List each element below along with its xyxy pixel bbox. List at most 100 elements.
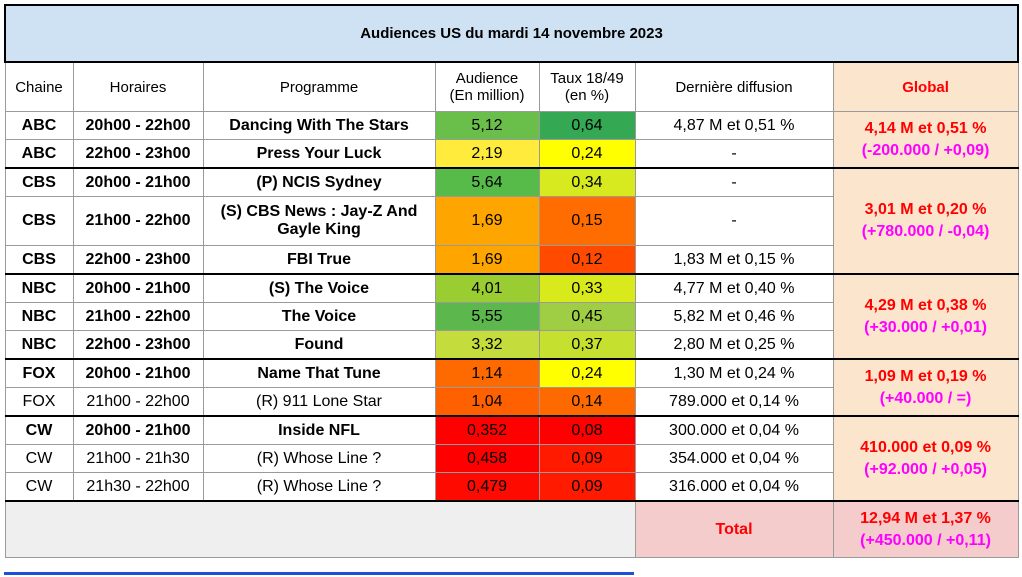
header-audience-line1: Audience <box>455 70 519 87</box>
global-line1: 3,01 M et 0,20 % <box>864 201 987 218</box>
header-taux: Taux 18/49 (en %) <box>538 61 636 112</box>
audience-cell: 4,01 <box>434 273 540 303</box>
total-label: Total <box>634 500 834 558</box>
derniere-cell: 354.000 et 0,04 % <box>634 444 834 473</box>
derniere-cell: 1,83 M et 0,15 % <box>634 245 834 275</box>
derniere-cell: 789.000 et 0,14 % <box>634 387 834 417</box>
global-line1: 4,29 M et 0,38 % <box>864 296 987 314</box>
table-row: FOX 20h00 - 21h00 Name That Tune 1,14 0,24 1,… <box>4 358 1019 417</box>
horaires-cell: 20h00 - 21h00 <box>72 415 204 445</box>
header-taux-line1: Taux 18/49 <box>550 70 624 87</box>
page-title: Audiences US du mardi 14 novembre 2023 <box>3 4 1020 63</box>
header-audience-line2: (En million) <box>449 87 525 104</box>
chaine-cell: NBC <box>4 273 74 303</box>
derniere-cell: 1,30 M et 0,24 % <box>634 358 834 388</box>
chaine-cell: CW <box>4 415 74 445</box>
header-chaine: Chaine <box>4 61 74 112</box>
audience-cell: 0,458 <box>434 444 540 473</box>
chaine-cell: CBS <box>4 167 74 197</box>
programme-cell: Name That Tune <box>202 358 436 388</box>
taux-cell: 0,64 <box>538 111 636 140</box>
table-row: CW 21h00 - 21h30 (R) Whose Line ? 0,458 0,09… <box>4 444 1018 473</box>
chaine-cell: FOX <box>4 387 74 417</box>
programme-cell: The Voice <box>202 302 436 331</box>
audience-table: Audiences US du mardi 14 novembre 2023 C… <box>3 4 1020 558</box>
global-cell: 4,29 M et 0,38 % (+30.000 / +0,01) <box>832 273 1019 360</box>
chaine-cell: CW <box>4 472 74 502</box>
programme-cell: Press Your Luck <box>202 139 436 169</box>
total-line1: 12,94 M et 1,37 % <box>860 509 991 527</box>
audience-cell: 3,32 <box>434 330 540 360</box>
horaires-cell: 20h00 - 21h00 <box>72 358 204 388</box>
global-cell: 410.000 et 0,09 % (+92.000 / +0,05) <box>832 415 1019 502</box>
global-line1: 4,14 M et 0,51 % <box>864 119 987 137</box>
taux-cell: 0,34 <box>538 167 636 197</box>
programme-cell: (S) CBS News : Jay-Z And Gayle King <box>202 196 436 246</box>
header-taux-line2: (en %) <box>564 87 610 104</box>
taux-cell: 0,15 <box>538 196 636 246</box>
taux-cell: 0,33 <box>538 273 636 303</box>
derniere-cell: 300.000 et 0,04 % <box>634 415 834 445</box>
taux-cell: 0,37 <box>538 330 636 360</box>
programme-cell: FBI True <box>202 245 436 275</box>
table-row: CBS 22h00 - 23h00 FBI True 1,69 0,12 1,83 M e… <box>4 245 1018 275</box>
derniere-cell: - <box>634 196 834 246</box>
horaires-cell: 20h00 - 21h00 <box>72 167 204 197</box>
table-row: ABC 22h00 - 23h00 Press Your Luck 2,19 0,24- <box>4 139 1018 169</box>
taux-cell: 0,14 <box>538 387 636 417</box>
header-row: Chaine Horaires Programme Audience (En mi… <box>4 61 1019 112</box>
global-line1: 1,09 M et 0,19 % <box>864 367 987 385</box>
bottom-blue-line <box>4 572 634 575</box>
global-line1: 410.000 et 0,09 % <box>860 438 991 456</box>
total-value: 12,94 M et 1,37 % (+450.000 / +0,11) <box>832 500 1019 558</box>
footer-empty <box>4 500 636 558</box>
chaine-cell: CW <box>4 444 74 473</box>
header-global: Global <box>832 61 1019 112</box>
audience-cell: 1,69 <box>434 245 540 275</box>
footer-row: Total 12,94 M et 1,37 % (+450.000 / +0,11… <box>4 500 1019 558</box>
global-cell: 1,09 M et 0,19 % (+40.000 / =) <box>832 358 1019 417</box>
header-audience: Audience (En million) <box>434 61 540 112</box>
chaine-cell: NBC <box>4 330 74 360</box>
audience-cell: 5,64 <box>434 167 540 197</box>
global-cell: 3,01 M et 0,20 % (+780.000 / -0,04) <box>832 167 1019 275</box>
table-row: CW 20h00 - 21h00 Inside NFL 0,352 0,08 300.00… <box>4 415 1019 502</box>
audience-cell: 1,69 <box>434 196 540 246</box>
taux-cell: 0,24 <box>538 139 636 169</box>
derniere-cell: 2,80 M et 0,25 % <box>634 330 834 360</box>
programme-cell: Found <box>202 330 436 360</box>
global-line2: (+30.000 / +0,01) <box>864 318 987 336</box>
table-row: ABC 20h00 - 22h00 Dancing With The Stars 5,… <box>4 111 1019 169</box>
audience-cell: 0,352 <box>434 415 540 445</box>
derniere-cell: 5,82 M et 0,46 % <box>634 302 834 331</box>
programme-cell: (R) 911 Lone Star <box>202 387 436 417</box>
horaires-cell: 21h00 - 22h00 <box>72 302 204 331</box>
chaine-cell: ABC <box>4 139 74 169</box>
programme-cell: Dancing With The Stars <box>202 111 436 140</box>
header-programme: Programme <box>202 61 436 112</box>
taux-cell: 0,08 <box>538 415 636 445</box>
derniere-cell: - <box>634 167 834 197</box>
horaires-cell: 21h00 - 22h00 <box>72 387 204 417</box>
horaires-cell: 20h00 - 21h00 <box>72 273 204 303</box>
programme-cell: (R) Whose Line ? <box>202 444 436 473</box>
global-line2: (-200.000 / +0,09) <box>861 141 990 159</box>
horaires-cell: 22h00 - 23h00 <box>72 245 204 275</box>
table-row: NBC 21h00 - 22h00 The Voice 5,55 0,45 5,82 M … <box>4 302 1018 331</box>
programme-cell: (S) The Voice <box>202 273 436 303</box>
programme-cell: Inside NFL <box>202 415 436 445</box>
horaires-cell: 20h00 - 22h00 <box>72 111 204 140</box>
audience-cell: 0,479 <box>434 472 540 502</box>
global-line2: (+780.000 / -0,04) <box>861 223 990 240</box>
audience-cell: 5,12 <box>434 111 540 140</box>
derniere-cell: 4,77 M et 0,40 % <box>634 273 834 303</box>
derniere-cell: - <box>634 139 834 169</box>
audience-cell: 5,55 <box>434 302 540 331</box>
horaires-cell: 21h30 - 22h00 <box>72 472 204 502</box>
taux-cell: 0,24 <box>538 358 636 388</box>
chaine-cell: ABC <box>4 111 74 140</box>
global-line2: (+40.000 / =) <box>879 389 972 407</box>
audience-cell: 2,19 <box>434 139 540 169</box>
audience-cell: 1,14 <box>434 358 540 388</box>
horaires-cell: 22h00 - 23h00 <box>72 330 204 360</box>
